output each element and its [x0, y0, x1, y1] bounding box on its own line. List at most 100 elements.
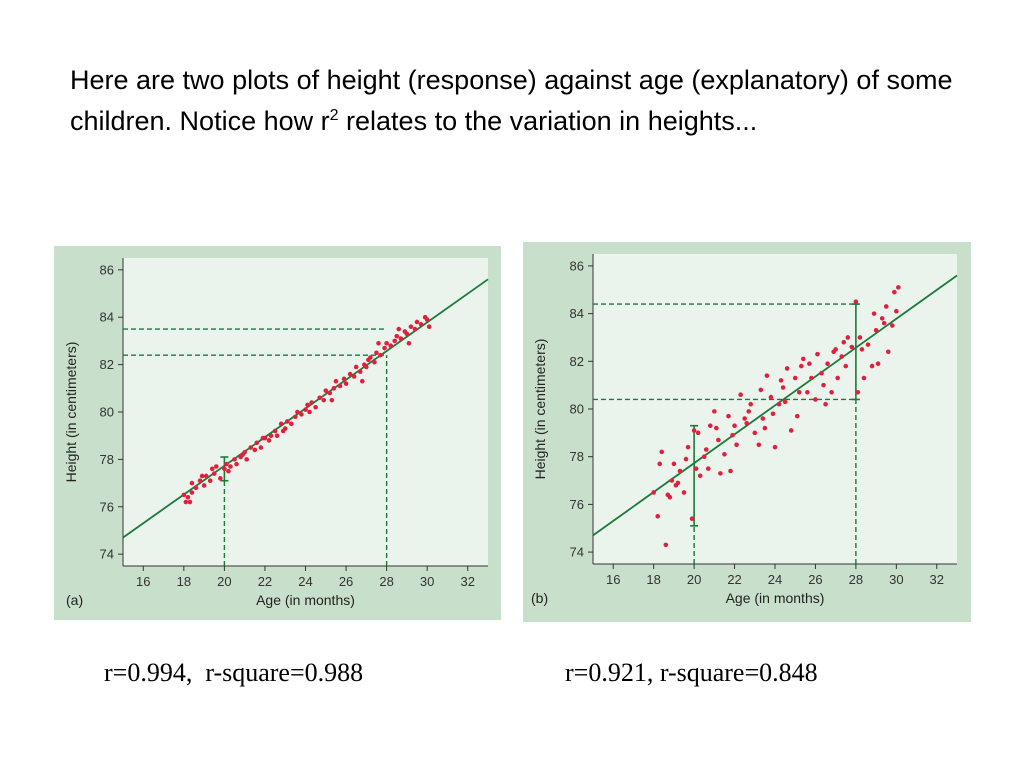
data-point-a [337, 383, 343, 389]
data-point-a [376, 340, 381, 346]
x-tick-label-a: 16 [136, 574, 150, 589]
data-point-b [823, 401, 828, 407]
data-point-b [871, 311, 877, 316]
x-axis-label-a: Age (in months) [256, 592, 355, 608]
data-point-b [752, 430, 758, 436]
data-point-a [364, 364, 369, 370]
x-tick-label-b: 28 [849, 572, 863, 587]
data-point-a [396, 326, 402, 332]
data-point-b [703, 447, 709, 452]
data-point-b [788, 428, 794, 433]
data-point-a [333, 378, 339, 384]
data-point-b [667, 494, 673, 500]
data-point-a [193, 485, 199, 491]
data-point-b [835, 375, 840, 381]
data-point-b [843, 363, 849, 369]
x-tick-label-b: 24 [768, 572, 782, 587]
data-point-b [728, 468, 733, 474]
data-point-b [792, 375, 798, 381]
x-tick-label-b: 22 [727, 572, 741, 587]
data-point-a [258, 445, 264, 450]
data-point-b [756, 442, 762, 448]
data-point-b [681, 490, 687, 495]
data-point-a [274, 433, 280, 438]
data-point-b [889, 323, 895, 328]
data-point-b [801, 356, 806, 362]
slide-heading: Here are two plots of height (response) … [70, 60, 990, 142]
scatter-plot-b: 16 18 20 22 24 26 28 30 32 74 76 78 80 82 84 86 Age (in … [523, 242, 971, 622]
data-point-b [764, 373, 770, 378]
data-point-a [272, 428, 278, 434]
data-point-a [414, 319, 420, 325]
data-point-a [341, 376, 347, 382]
data-point-b [685, 444, 691, 450]
data-point-a [218, 476, 223, 481]
data-point-b [651, 490, 656, 495]
data-point-b [885, 349, 891, 355]
data-point-b [881, 320, 887, 326]
data-point-b [825, 361, 830, 366]
data-point-a [278, 421, 284, 427]
data-point-a [299, 412, 304, 417]
x-tick-label-a: 22 [258, 574, 272, 589]
chart-panel-b: 16 18 20 22 24 26 28 30 32 74 76 78 80 82 84 86 Age (in … [523, 242, 971, 622]
data-point-a [201, 483, 207, 488]
data-point-b [762, 425, 768, 431]
data-point-a [374, 350, 379, 356]
plot-area-a [123, 258, 488, 566]
data-point-b [839, 354, 845, 359]
data-point-a [372, 359, 377, 365]
data-point-a [295, 409, 300, 415]
data-point-b [683, 456, 689, 462]
data-point-b [855, 390, 861, 395]
data-point-a [280, 428, 286, 434]
data-point-a [268, 433, 274, 438]
data-point-a [293, 414, 298, 420]
data-point-b [896, 285, 901, 290]
data-point-a [392, 338, 398, 344]
data-point-a [207, 478, 213, 484]
data-point-b [807, 361, 812, 366]
y-tick-label-a: 86 [100, 262, 114, 277]
heading-text-end: relates to the variation in heights... [338, 106, 758, 136]
data-point-a [197, 478, 203, 484]
data-point-b [883, 304, 889, 309]
data-point-a [317, 395, 322, 401]
data-point-a [424, 317, 430, 322]
x-tick-label-a: 18 [177, 574, 191, 589]
data-point-b [849, 344, 855, 350]
data-point-a [203, 473, 209, 479]
x-tick-label-b: 16 [606, 572, 620, 587]
chart-panel-a: 16 18 20 22 24 26 28 30 32 74 76 78 80 82 84 86 Age (in … [54, 246, 501, 620]
data-point-a [412, 326, 418, 332]
y-tick-label-b: 76 [570, 497, 584, 512]
y-tick-label-b: 82 [570, 354, 584, 369]
data-point-a [252, 447, 258, 453]
x-tick-label-a: 30 [420, 574, 434, 589]
data-point-a [309, 400, 314, 405]
data-point-b [796, 390, 802, 395]
data-point-b [768, 394, 774, 400]
data-point-b [770, 411, 776, 417]
data-point-a [388, 343, 393, 348]
data-point-a [185, 494, 191, 500]
data-point-b [845, 335, 851, 340]
data-point-a [404, 331, 410, 337]
data-point-b [805, 390, 810, 395]
data-point-b [780, 385, 786, 390]
data-point-a [234, 461, 239, 467]
x-tick-label-a: 20 [217, 574, 231, 589]
data-point-a [327, 390, 333, 396]
data-point-a [307, 409, 312, 415]
data-point-b [744, 421, 749, 426]
data-point-b [778, 378, 784, 383]
data-point-b [841, 339, 847, 345]
data-point-b [865, 342, 871, 347]
data-point-b [859, 347, 865, 352]
x-tick-label-b: 32 [930, 572, 944, 587]
data-point-b [677, 468, 683, 474]
data-point-b [831, 349, 836, 355]
data-point-a [357, 369, 363, 375]
panel-label-b: (b) [531, 590, 548, 606]
data-point-b [707, 423, 713, 428]
